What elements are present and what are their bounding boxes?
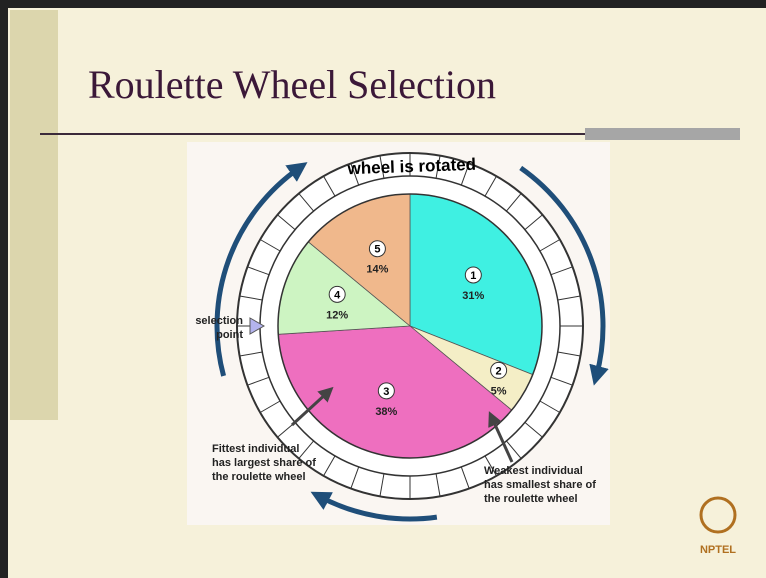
weakest-note: the roulette wheel <box>484 493 578 505</box>
weakest-note: Weakest individual <box>484 465 583 477</box>
category-label: 5 <box>374 244 380 256</box>
rule-bar <box>585 128 740 140</box>
logo: NPTEL <box>700 544 736 556</box>
category-label: 1 <box>470 270 476 282</box>
category-label: 2 <box>496 365 502 377</box>
value-label: 12% <box>326 309 348 321</box>
category-label: 3 <box>383 386 389 398</box>
fittest-note: the roulette wheel <box>212 471 306 483</box>
fittest-note: Fittest individual <box>212 443 299 455</box>
value-label: 31% <box>462 290 484 302</box>
value-label: 38% <box>375 406 397 418</box>
fittest-note: has largest share of <box>212 457 316 469</box>
value-label: 14% <box>366 264 388 276</box>
slide: Roulette Wheel Selection NPTEL 131%25%33… <box>0 0 766 578</box>
weakest-note: has smallest share of <box>484 479 596 491</box>
selection-label: point <box>216 329 243 341</box>
category-label: 4 <box>334 289 341 301</box>
side-bar <box>10 10 58 420</box>
selection-label: selection <box>195 315 243 327</box>
slide-title: Roulette Wheel Selection <box>88 62 496 107</box>
